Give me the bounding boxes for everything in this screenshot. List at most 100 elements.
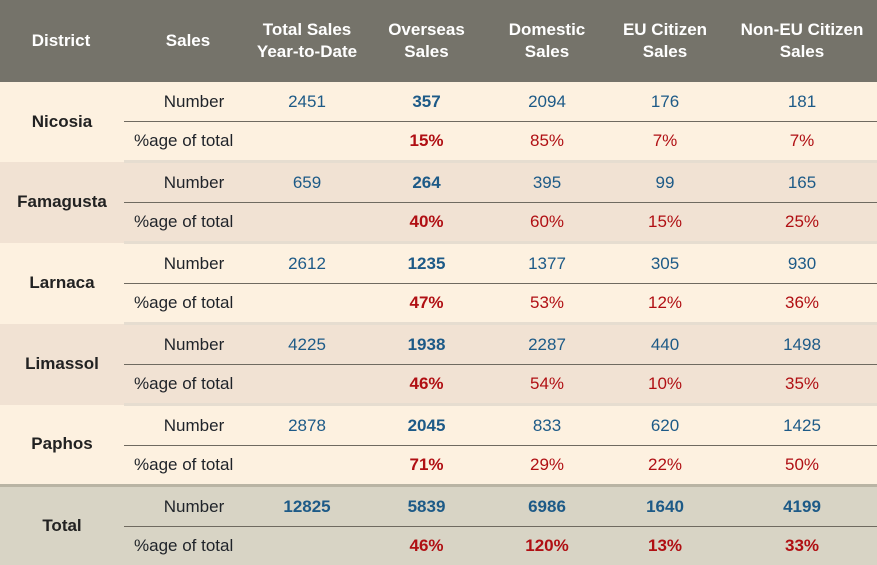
header-row: District Sales Total Sales Year-to-Date O… (0, 0, 877, 82)
cell-overseas: 1235 (362, 243, 491, 284)
total-group: Total Number 12825 5839 6986 1640 4199 %… (0, 486, 877, 565)
cell-noneu: 4199 (727, 486, 877, 527)
district-name: Paphos (0, 405, 124, 486)
cell-domestic-pct: 29% (491, 446, 603, 486)
cell-overseas-pct: 46% (362, 365, 491, 405)
row-label-percent: %age of total (124, 365, 252, 405)
row-label-number: Number (124, 162, 252, 203)
cell-domestic-pct: 85% (491, 122, 603, 162)
row-label-percent: %age of total (124, 527, 252, 565)
cell-eu: 440 (603, 324, 727, 365)
cell-total: 2451 (252, 82, 362, 122)
header-overseas-sales: Overseas Sales (362, 0, 491, 82)
header-domestic-line2: Sales (525, 42, 569, 61)
cell-domestic: 395 (491, 162, 603, 203)
cell-noneu: 1425 (727, 405, 877, 446)
cell-domestic-pct: 53% (491, 284, 603, 324)
cell-domestic-pct: 54% (491, 365, 603, 405)
cell-domestic: 2287 (491, 324, 603, 365)
cell-total: 4225 (252, 324, 362, 365)
cell-eu: 620 (603, 405, 727, 446)
table-row: Famagusta Number 659 264 395 99 165 (0, 162, 877, 203)
cell-noneu: 181 (727, 82, 877, 122)
cell-total: 12825 (252, 486, 362, 527)
cell-total-empty (252, 122, 362, 162)
header-overseas-line2: Sales (404, 42, 448, 61)
cell-overseas-pct: 15% (362, 122, 491, 162)
table-row: %age of total 71% 29% 22% 50% (0, 446, 877, 486)
row-label-number: Number (124, 82, 252, 122)
cell-eu: 305 (603, 243, 727, 284)
header-domestic-sales: Domestic Sales (491, 0, 603, 82)
table-row: %age of total 15% 85% 7% 7% (0, 122, 877, 162)
table-row: Limassol Number 4225 1938 2287 440 1498 (0, 324, 877, 365)
cell-eu: 1640 (603, 486, 727, 527)
table-row: %age of total 47% 53% 12% 36% (0, 284, 877, 324)
district-group-limassol: Limassol Number 4225 1938 2287 440 1498 … (0, 324, 877, 405)
cell-eu-pct: 13% (603, 527, 727, 565)
cell-noneu-pct: 50% (727, 446, 877, 486)
header-domestic-line1: Domestic (509, 20, 586, 39)
cell-eu-pct: 7% (603, 122, 727, 162)
cell-eu: 99 (603, 162, 727, 203)
cell-overseas-pct: 71% (362, 446, 491, 486)
table-row: %age of total 40% 60% 15% 25% (0, 203, 877, 243)
header-noneu-line1: Non-EU Citizen (741, 20, 864, 39)
header-total-line2: Year-to-Date (257, 42, 357, 61)
header-total-sales: Total Sales Year-to-Date (252, 0, 362, 82)
cell-eu-pct: 22% (603, 446, 727, 486)
district-group-larnaca: Larnaca Number 2612 1235 1377 305 930 %a… (0, 243, 877, 324)
cell-domestic-pct: 60% (491, 203, 603, 243)
row-label-number: Number (124, 405, 252, 446)
cell-domestic: 6986 (491, 486, 603, 527)
cell-eu-pct: 12% (603, 284, 727, 324)
header-sales-label: Sales (166, 31, 210, 50)
district-group-paphos: Paphos Number 2878 2045 833 620 1425 %ag… (0, 405, 877, 486)
table-row: Nicosia Number 2451 357 2094 176 181 (0, 82, 877, 122)
district-name: Nicosia (0, 82, 124, 162)
table-row: %age of total 46% 54% 10% 35% (0, 365, 877, 405)
header-total-line1: Total Sales (263, 20, 352, 39)
cell-total-empty (252, 365, 362, 405)
cell-domestic: 2094 (491, 82, 603, 122)
cell-total-empty (252, 284, 362, 324)
cell-overseas-pct: 40% (362, 203, 491, 243)
cell-total-empty (252, 446, 362, 486)
cell-overseas: 264 (362, 162, 491, 203)
district-name: Famagusta (0, 162, 124, 243)
header-sales: Sales (124, 0, 252, 82)
cell-noneu: 165 (727, 162, 877, 203)
cell-overseas-pct: 47% (362, 284, 491, 324)
header-overseas-line1: Overseas (388, 20, 465, 39)
header-eu-line1: EU Citizen (623, 20, 707, 39)
header-district-label: District (32, 31, 91, 50)
row-label-percent: %age of total (124, 203, 252, 243)
table-header: District Sales Total Sales Year-to-Date O… (0, 0, 877, 82)
cell-overseas: 2045 (362, 405, 491, 446)
cell-overseas: 1938 (362, 324, 491, 365)
table-row: Total Number 12825 5839 6986 1640 4199 (0, 486, 877, 527)
row-label-number: Number (124, 324, 252, 365)
cell-noneu-pct: 25% (727, 203, 877, 243)
header-noneu-line2: Sales (780, 42, 824, 61)
cell-noneu-pct: 36% (727, 284, 877, 324)
total-name: Total (0, 486, 124, 565)
district-name: Limassol (0, 324, 124, 405)
cell-noneu: 930 (727, 243, 877, 284)
row-label-number: Number (124, 243, 252, 284)
cell-noneu-pct: 33% (727, 527, 877, 565)
district-group-nicosia: Nicosia Number 2451 357 2094 176 181 %ag… (0, 82, 877, 162)
cell-total: 659 (252, 162, 362, 203)
cell-overseas: 357 (362, 82, 491, 122)
row-label-percent: %age of total (124, 122, 252, 162)
cell-total-empty (252, 203, 362, 243)
header-district: District (0, 0, 124, 82)
cell-noneu: 1498 (727, 324, 877, 365)
header-noneu-sales: Non-EU Citizen Sales (727, 0, 877, 82)
cell-total-empty (252, 527, 362, 565)
cell-eu: 176 (603, 82, 727, 122)
cell-noneu-pct: 35% (727, 365, 877, 405)
